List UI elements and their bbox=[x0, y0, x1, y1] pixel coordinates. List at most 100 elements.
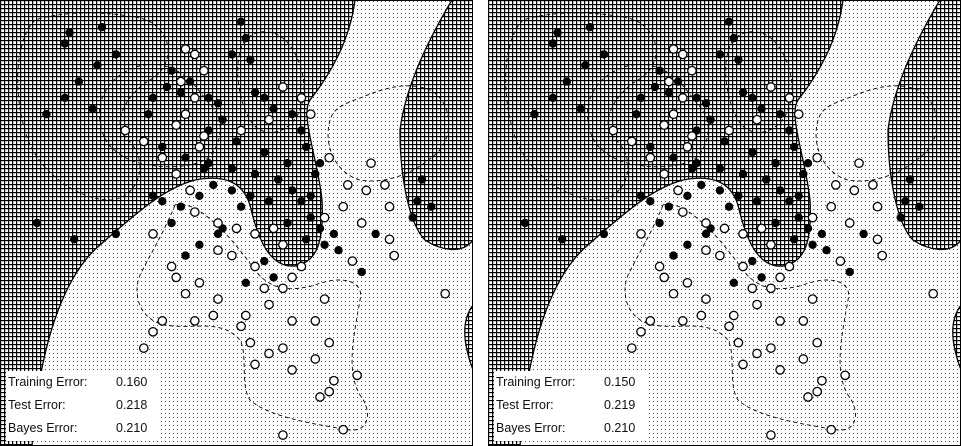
open-point bbox=[766, 82, 776, 92]
filled-point bbox=[664, 202, 674, 211]
open-point bbox=[826, 424, 837, 435]
open-point bbox=[775, 272, 785, 283]
open-point bbox=[928, 288, 939, 299]
open-point bbox=[668, 288, 679, 299]
filled-point bbox=[701, 229, 711, 239]
filled-point bbox=[246, 191, 255, 200]
filled-point bbox=[176, 88, 186, 97]
open-point bbox=[784, 93, 795, 103]
filled-point bbox=[218, 115, 227, 124]
filled-point bbox=[158, 142, 167, 152]
filled-point bbox=[748, 256, 757, 266]
open-point bbox=[199, 65, 209, 76]
open-point bbox=[687, 65, 697, 76]
open-point bbox=[180, 109, 191, 120]
open-point bbox=[849, 185, 860, 196]
filled-point bbox=[74, 77, 84, 86]
open-point bbox=[268, 223, 279, 234]
filled-point bbox=[427, 202, 436, 211]
open-point bbox=[664, 76, 674, 87]
open-point bbox=[752, 299, 762, 310]
open-point bbox=[877, 250, 888, 261]
filled-point bbox=[530, 110, 539, 119]
filled-point bbox=[803, 159, 813, 168]
open-point bbox=[747, 283, 758, 294]
filled-point bbox=[158, 197, 167, 206]
open-point bbox=[724, 321, 734, 332]
filled-point bbox=[520, 218, 530, 228]
open-point bbox=[278, 430, 288, 440]
filled-point bbox=[734, 55, 743, 64]
filled-point bbox=[692, 159, 701, 168]
open-point bbox=[296, 93, 307, 103]
open-point bbox=[310, 354, 321, 364]
filled-point bbox=[306, 191, 315, 200]
filled-point bbox=[357, 267, 366, 277]
open-point bbox=[682, 142, 693, 152]
filled-point bbox=[581, 61, 590, 70]
open-point bbox=[329, 375, 339, 386]
filled-point bbox=[771, 218, 780, 228]
bayes-boundary-4 bbox=[815, 85, 938, 182]
filled-point bbox=[60, 93, 70, 103]
filled-point bbox=[227, 50, 237, 59]
filled-point bbox=[734, 191, 743, 200]
filled-point bbox=[655, 66, 664, 75]
filled-point bbox=[692, 93, 701, 103]
open-point bbox=[264, 114, 274, 125]
bayes-error-value: 0.210 bbox=[116, 421, 148, 435]
open-point bbox=[812, 386, 823, 397]
open-point bbox=[826, 201, 837, 212]
filled-point bbox=[646, 142, 655, 152]
filled-point bbox=[236, 17, 246, 26]
open-point bbox=[440, 288, 451, 299]
open-point bbox=[752, 348, 762, 359]
open-point bbox=[817, 375, 827, 386]
open-point bbox=[807, 212, 818, 223]
filled-point bbox=[822, 246, 831, 255]
open-point bbox=[728, 310, 739, 321]
filled-point bbox=[915, 202, 924, 211]
filled-point bbox=[417, 175, 427, 184]
filled-point bbox=[706, 115, 715, 124]
filled-point bbox=[748, 93, 757, 103]
open-point bbox=[356, 218, 367, 228]
filled-point bbox=[111, 229, 121, 239]
filled-point bbox=[269, 273, 278, 282]
error-legend-right: Training Error: 0.150 Test Error: 0.219 Ba… bbox=[494, 371, 646, 441]
filled-point bbox=[697, 180, 706, 190]
filled-point bbox=[715, 186, 725, 195]
open-point bbox=[213, 294, 223, 304]
filled-point bbox=[553, 28, 562, 37]
filled-point bbox=[287, 110, 297, 119]
filled-point bbox=[264, 197, 274, 206]
hatched-region-2 bbox=[888, 0, 961, 250]
filled-point bbox=[785, 197, 794, 206]
filled-point bbox=[762, 175, 771, 184]
open-point bbox=[120, 125, 131, 136]
open-point bbox=[264, 348, 274, 359]
open-point bbox=[148, 326, 158, 337]
open-point bbox=[752, 114, 762, 125]
open-point bbox=[199, 131, 209, 141]
training-error-row: Training Error: 0.160 bbox=[8, 375, 147, 389]
open-point bbox=[278, 343, 288, 353]
filled-point bbox=[148, 191, 158, 200]
open-point bbox=[194, 142, 205, 152]
open-point bbox=[812, 152, 823, 163]
open-point bbox=[305, 109, 316, 120]
filled-point bbox=[905, 175, 915, 184]
filled-point bbox=[32, 218, 42, 228]
filled-point bbox=[250, 88, 260, 97]
test-error-value: 0.219 bbox=[604, 398, 636, 412]
open-point bbox=[361, 185, 372, 196]
filled-point bbox=[88, 104, 97, 114]
open-point bbox=[287, 316, 297, 326]
open-point bbox=[324, 152, 335, 163]
filled-point bbox=[803, 224, 813, 233]
open-point bbox=[807, 294, 818, 304]
open-point bbox=[185, 185, 195, 196]
bayes-error-label: Bayes Error: bbox=[8, 421, 78, 435]
open-point bbox=[738, 229, 748, 239]
filled-point bbox=[775, 110, 785, 119]
